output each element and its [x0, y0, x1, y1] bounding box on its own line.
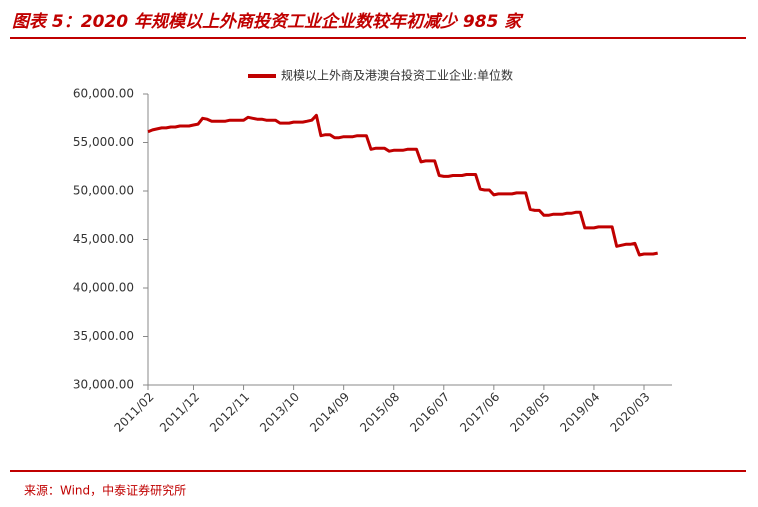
x-tick-label: 2012/11 — [207, 390, 252, 435]
x-tick-label: 2018/05 — [507, 390, 552, 435]
y-tick-label: 45,000.00 — [73, 232, 134, 246]
x-tick-label: 2015/08 — [357, 390, 402, 435]
x-tick-label: 2020/03 — [607, 390, 652, 435]
x-tick-label: 2011/12 — [157, 390, 202, 435]
y-tick-label: 40,000.00 — [73, 281, 134, 295]
x-tick-label: 2019/04 — [557, 390, 602, 435]
y-tick-label: 50,000.00 — [73, 184, 134, 198]
legend-label: 规模以上外商及港澳台投资工业企业:单位数 — [281, 68, 513, 83]
x-tick-label: 2016/07 — [407, 390, 452, 435]
y-tick-label: 55,000.00 — [73, 135, 134, 149]
source: 来源：Wind，中泰证券研究所 — [24, 483, 186, 498]
x-tick-label: 2017/06 — [457, 390, 502, 435]
y-tick-label: 35,000.00 — [73, 329, 134, 343]
x-tick-label: 2011/02 — [111, 390, 156, 435]
x-tick-label: 2014/09 — [307, 390, 352, 435]
x-tick-label: 2013/10 — [257, 390, 302, 435]
y-tick-label: 60,000.00 — [73, 87, 134, 101]
line-series — [147, 113, 658, 257]
chart-title: 图表 5：2020 年规模以上外商投资工业企业数较年初减少 985 家 — [12, 12, 524, 32]
y-tick-label: 30,000.00 — [73, 378, 134, 392]
